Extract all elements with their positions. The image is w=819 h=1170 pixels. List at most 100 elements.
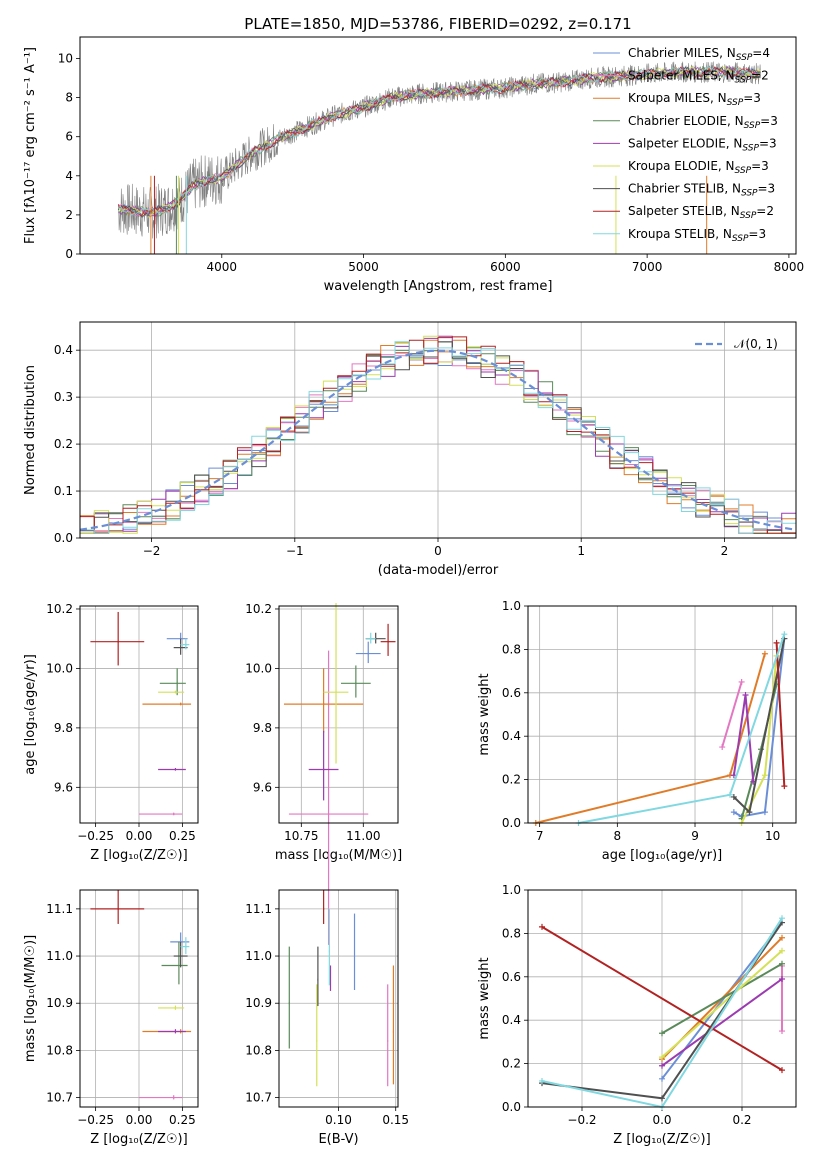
y-axis-label: mass weight <box>477 673 492 755</box>
x-tick-label: 9 <box>691 829 699 843</box>
legend-sub: SSP <box>735 76 752 86</box>
y-axis-label: mass [log₁₀(M/M☉)] <box>23 935 38 1062</box>
legend-nssp: =2 <box>751 69 769 83</box>
x-tick-label: 0.2 <box>732 1113 751 1127</box>
legend-entry: Salpeter ELODIE, NSSP=3 <box>628 136 777 153</box>
x-tick-label: 11.00 <box>346 829 380 843</box>
legend-sub: SSP <box>740 211 757 221</box>
series-marker <box>779 915 785 922</box>
x-axis-label: Z [log₁₀(Z/Z☉)] <box>90 1132 187 1147</box>
legend-entry: Kroupa ELODIE, NSSP=3 <box>628 159 769 176</box>
series-marker <box>779 947 785 954</box>
y-tick-label: 10.2 <box>245 602 272 616</box>
mass_vs_ebv-points <box>288 890 395 1087</box>
y-tick-label: 0.2 <box>502 773 521 787</box>
y-tick-label: 0.8 <box>502 642 521 656</box>
x-axis-label: E(B-V) <box>318 1132 358 1147</box>
series-marker <box>746 809 753 816</box>
spectrum-frame <box>79 36 797 255</box>
spectrum-legend: Chabrier MILES, NSSP=4 Salpeter MILES, NS… <box>593 46 778 244</box>
mw_vs_Z-frame <box>527 889 797 1108</box>
y-tick-label: 11.0 <box>46 949 73 963</box>
series-marker <box>659 1030 665 1037</box>
series-marker <box>779 975 785 982</box>
series-line <box>661 978 783 1067</box>
legend-nssp: =3 <box>743 91 761 105</box>
series-marker <box>659 1095 665 1102</box>
y-tick-label: 0.2 <box>502 1057 521 1071</box>
y-tick-label: 0.4 <box>502 729 521 743</box>
legend-nssp: =3 <box>760 114 778 128</box>
legend-sub: SSP <box>742 143 759 153</box>
spectrum-axes: 4000 5000 6000 7000 8000 0 2 4 6 8 10 wavelength [A… <box>23 47 804 294</box>
x-tick-label: 10.75 <box>284 829 318 843</box>
y-tick-label: 10.9 <box>245 996 272 1010</box>
series-marker <box>779 960 785 967</box>
y-tick-label: 0.4 <box>54 343 73 357</box>
y-tick-label: 9.6 <box>253 780 272 794</box>
x-tick-label: 7000 <box>632 260 663 274</box>
x-tick-label: 2 <box>721 544 729 558</box>
x-tick-label: 0 <box>434 544 442 558</box>
y-tick-label: 10.7 <box>245 1091 272 1105</box>
x-tick-label: 0.15 <box>382 1113 409 1127</box>
x-axis-label: Z [log₁₀(Z/Z☉)] <box>90 848 187 863</box>
figure-title: PLATE=1850, MJD=53786, FIBERID=0292, z=0… <box>244 15 631 33</box>
x-axis-label: Z [log₁₀(Z/Z☉)] <box>613 1132 710 1147</box>
model-spectrum-line <box>117 66 761 218</box>
residuals-frame <box>79 321 797 539</box>
series-marker <box>779 1028 785 1035</box>
x-tick-label: 7 <box>536 829 544 843</box>
legend-sub: SSP <box>744 121 761 131</box>
spectrum-plot <box>117 61 761 254</box>
series-marker <box>781 631 788 638</box>
residual-histogram <box>80 341 796 534</box>
mw_vs_age-frame <box>527 605 797 824</box>
mw_vs_age-lines <box>532 631 788 826</box>
y-tick-label: 10 <box>58 52 73 66</box>
y-tick-label: 0.1 <box>54 484 73 498</box>
y-tick-label: 10.0 <box>46 661 73 675</box>
series-marker <box>773 639 780 646</box>
mass_vs_Z-axes: −0.25 0.00 0.25 10.7 10.8 10.9 11.0 11.1 Z [log₁… <box>23 890 198 1147</box>
y-tick-label: 0.0 <box>54 531 73 545</box>
legend-nssp: =3 <box>758 182 776 196</box>
x-tick-label: 0.10 <box>325 1113 352 1127</box>
age_vs_mass-axes: 10.75 11.00 9.6 9.8 10.0 10.2 mass [log₁₀(M/M☉… <box>245 602 402 863</box>
y-tick-label: 0.0 <box>502 816 521 830</box>
series-marker <box>742 691 749 698</box>
series-marker <box>659 1075 665 1082</box>
x-tick-label: 0.00 <box>126 829 153 843</box>
y-tick-label: 8 <box>65 91 73 105</box>
series-line <box>733 638 786 818</box>
legend-entry: Chabrier MILES, NSSP=4 <box>628 46 770 63</box>
x-tick-label: 0.25 <box>169 829 196 843</box>
x-tick-label: 0.25 <box>169 1113 196 1127</box>
y-tick-label: 0.2 <box>54 437 73 451</box>
x-axis-label: age [log₁₀(age/yr)] <box>602 848 723 863</box>
y-tick-label: 10.0 <box>245 661 272 675</box>
normal-legend-label: 𝒩(0, 1) <box>734 337 778 351</box>
y-tick-label: 11.1 <box>245 902 272 916</box>
legend-sub: SSP <box>732 234 749 244</box>
y-tick-label: 0.0 <box>502 1100 521 1114</box>
legend-entry: Chabrier ELODIE, NSSP=3 <box>628 114 778 131</box>
mass_vs_Z-frame <box>79 889 199 1108</box>
series-line <box>541 926 783 1071</box>
mw_vs_Z-axes: −0.2 0.0 0.2 0.0 0.2 0.4 0.6 0.8 1.0 Z [log₁₀(Z/Z… <box>477 883 796 1147</box>
legend-sub: SSP <box>727 98 744 108</box>
residuals-plot <box>80 335 796 534</box>
y-axis-label: Flux [fλ10⁻¹⁷ erg cm⁻² s⁻¹ A⁻¹] <box>23 47 38 244</box>
legend-entry: Salpeter STELIB, NSSP=2 <box>628 204 774 221</box>
y-tick-label: 9.6 <box>54 780 73 794</box>
y-axis-label: mass weight <box>477 957 492 1039</box>
mw_vs_age-axes: 7 8 9 10 0.0 0.2 0.4 0.6 0.8 1.0 age [log₁₀(age/yr… <box>477 599 796 863</box>
series-marker <box>730 793 737 800</box>
series-marker <box>539 1077 545 1084</box>
y-tick-label: 9.8 <box>54 721 73 735</box>
legend-entry: Salpeter MILES, NSSP=2 <box>628 69 769 86</box>
series-marker <box>779 1067 785 1074</box>
legend-entry: Kroupa STELIB, NSSP=3 <box>628 227 766 244</box>
x-tick-label: −0.25 <box>77 1113 114 1127</box>
normal-curve <box>80 349 796 531</box>
